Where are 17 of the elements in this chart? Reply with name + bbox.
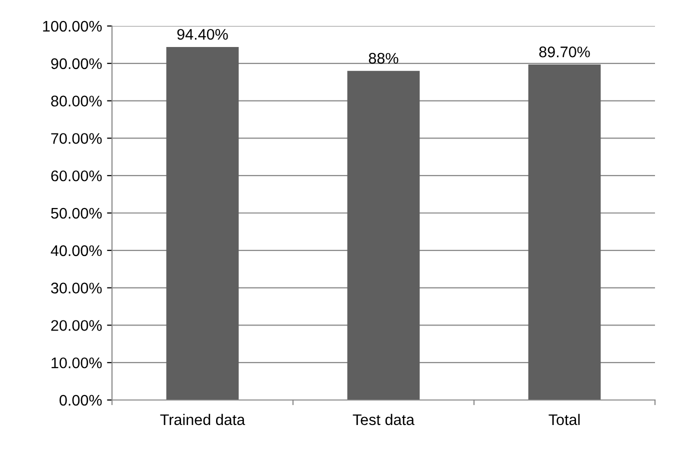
x-tick-label: Test data [352, 414, 414, 426]
y-tick-label: 60.00% [51, 170, 102, 182]
data-label: 89.70% [539, 46, 590, 58]
data-label: 88% [368, 52, 398, 64]
y-tick-label: 10.00% [52, 357, 102, 368]
data-label: 94.40% [177, 28, 228, 40]
y-tick-label: 70.00% [51, 133, 102, 144]
y-tick-label: 50.00% [51, 208, 102, 219]
y-tick-label: 40.00% [50, 245, 102, 256]
y-tick-label: 90.00% [51, 58, 102, 70]
y-tick-label: 30.00% [51, 282, 102, 294]
x-tick-label: Total [548, 414, 580, 426]
y-tick-label: 100.00% [43, 20, 102, 32]
y-tick-label: 0.00% [60, 394, 102, 406]
x-tick-label: Trained data [160, 414, 246, 426]
y-tick-label: 80.00% [51, 96, 102, 106]
y-tick-label: 20.00% [51, 320, 102, 331]
